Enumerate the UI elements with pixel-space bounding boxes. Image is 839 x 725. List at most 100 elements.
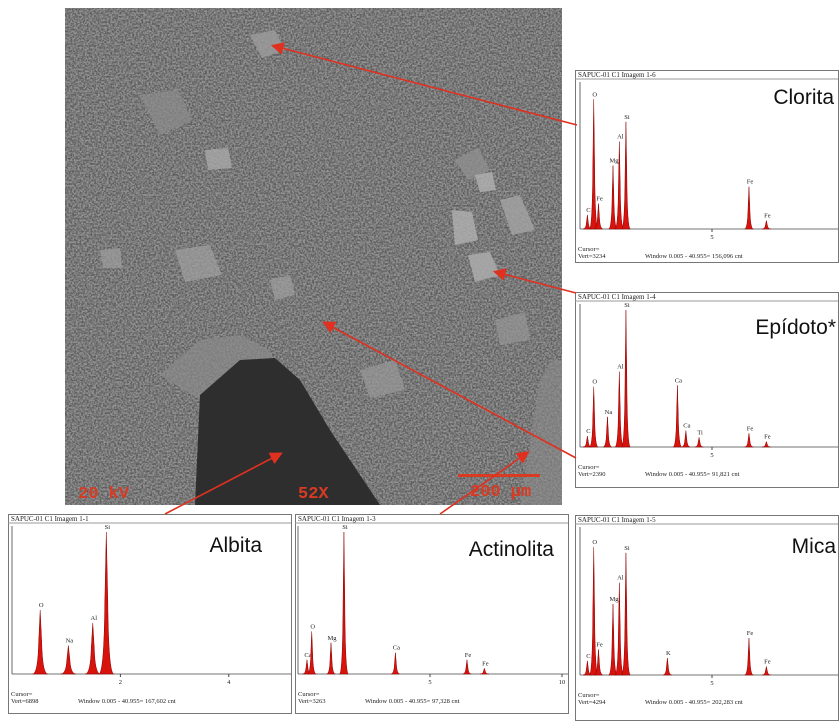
vert-label: Vert=2390 xyxy=(578,471,606,478)
peak-label: Fe xyxy=(596,641,603,648)
peak-label: Ti xyxy=(697,429,703,436)
spectrum-panel: SAPUC-01 C1 Imagem 1-4 Epídoto* 5 Cursor=Ve… xyxy=(575,292,839,488)
tick-label: 5 xyxy=(710,234,713,241)
peak xyxy=(672,385,682,448)
window-label: Window 0.005 - 40.955= 97,328 cnt xyxy=(365,698,460,705)
peak-label: Mg xyxy=(327,635,337,642)
peak-label: Mg xyxy=(609,158,619,165)
peak-label: Al xyxy=(617,364,624,371)
peak-label: K xyxy=(666,650,671,657)
peak-label: Fe xyxy=(764,434,771,441)
mineral-name: Mica xyxy=(792,535,837,558)
peak xyxy=(339,531,349,675)
cursor-label: Cursor= xyxy=(578,246,600,253)
peak-label: C xyxy=(586,207,590,214)
window-label: Window 0.005 - 40.955= 91,821 cnt xyxy=(645,471,740,478)
peak-label: Fe xyxy=(747,179,754,186)
peak-label: Fe xyxy=(465,652,472,659)
spectra: SAPUC-01 C1 Imagem 1-6Clorita5Cursor=Ver… xyxy=(8,70,839,721)
peak-label: Fe xyxy=(747,425,754,432)
spectrum-panel: SAPUC-01 C1 Imagem 1-3 Actinolita 5 10 Curso… xyxy=(295,514,569,714)
peak-label: Mg xyxy=(609,596,619,603)
peak-label: O xyxy=(592,539,597,546)
tick-label: 4 xyxy=(227,679,231,686)
peak-label: Na xyxy=(605,409,613,416)
peak-label: Fe xyxy=(764,213,771,220)
peak-label: Al xyxy=(617,575,624,582)
peak-label: Si xyxy=(342,524,348,531)
peak-label: Fe xyxy=(482,660,489,667)
peak xyxy=(744,638,754,676)
panel-frame xyxy=(8,514,292,714)
sem-image xyxy=(65,8,562,505)
peak xyxy=(326,642,336,675)
mineral-name: Epídoto* xyxy=(755,316,836,339)
tick-label: 5 xyxy=(710,680,713,687)
peak xyxy=(614,141,624,230)
peak xyxy=(621,121,631,230)
peak-label: Fe xyxy=(747,630,754,637)
panel-header: SAPUC-01 C1 Imagem 1-6 xyxy=(578,71,656,79)
peak xyxy=(98,531,115,675)
peak-label: Na xyxy=(66,638,74,645)
spectrum-panel: SAPUC-01 C1 Imagem 1-5 Mica 5 Cursor=Vert=4… xyxy=(575,515,839,721)
peak xyxy=(761,440,771,448)
peak-label: Fe xyxy=(596,196,603,203)
arrow xyxy=(270,42,578,126)
tick-label: 5 xyxy=(428,679,431,686)
image-labels: 20 kV 52X 200 µm xyxy=(78,483,531,504)
peak-label: Fe xyxy=(764,658,771,665)
peak-label: Al xyxy=(91,615,98,622)
peak xyxy=(390,652,400,675)
peak-label: O xyxy=(592,379,597,386)
peak xyxy=(621,309,631,448)
peak xyxy=(594,203,603,230)
magnification-label: 52X xyxy=(298,485,329,504)
peak xyxy=(60,645,76,675)
peak-label: Si xyxy=(624,302,630,309)
peak xyxy=(479,667,489,675)
mineral-name: Actinolita xyxy=(469,538,555,561)
spectrum-panel: SAPUC-01 C1 Imagem 1-6 Clorita 5 Cursor=Ver… xyxy=(575,70,839,263)
spectrum-panel: SAPUC-01 C1 Imagem 1-1 Albita 2 4 Cursor=Ver… xyxy=(8,514,292,714)
tick-label: 10 xyxy=(559,679,566,686)
peak-label: C xyxy=(586,653,590,660)
scale-label: 200 µm xyxy=(470,483,531,502)
arrow xyxy=(322,321,577,459)
window-label: Window 0.005 - 40.955= 202,283 cnt xyxy=(645,699,743,706)
peak-label: Si xyxy=(624,545,630,552)
panel-frame xyxy=(295,514,569,714)
peak xyxy=(744,186,754,230)
arrow xyxy=(439,451,530,515)
peak-label: Si xyxy=(624,114,630,121)
peak xyxy=(744,433,754,448)
window-label: Window 0.005 - 40.955= 156,096 cnt xyxy=(645,253,743,260)
panel-header: SAPUC-01 C1 Imagem 1-5 xyxy=(578,516,656,524)
peak xyxy=(85,622,101,675)
vert-label: Vert=4294 xyxy=(578,699,606,706)
peak-label: Al xyxy=(617,134,624,141)
peak-label: Si xyxy=(105,524,111,531)
peak xyxy=(462,659,472,675)
tick-label: 2 xyxy=(119,679,122,686)
peak-label: Ca xyxy=(393,645,400,652)
window-label: Window 0.005 - 40.955= 167,602 cnt xyxy=(78,698,176,705)
tick-label: 5 xyxy=(710,452,713,459)
cursor-label: Cursor= xyxy=(11,691,33,698)
peak-label: Ca xyxy=(675,377,682,384)
arrows xyxy=(164,42,578,515)
peak xyxy=(602,416,612,448)
peak-label: O xyxy=(310,623,315,630)
peak-label: Ca xyxy=(683,423,690,430)
peak xyxy=(307,631,317,675)
peak-label: O xyxy=(39,602,44,609)
cursor-label: Cursor= xyxy=(578,464,600,471)
peak xyxy=(589,386,599,448)
peak xyxy=(761,220,771,230)
vert-label: Vert=6898 xyxy=(11,698,39,705)
peak xyxy=(662,657,672,676)
arrow xyxy=(492,268,577,294)
